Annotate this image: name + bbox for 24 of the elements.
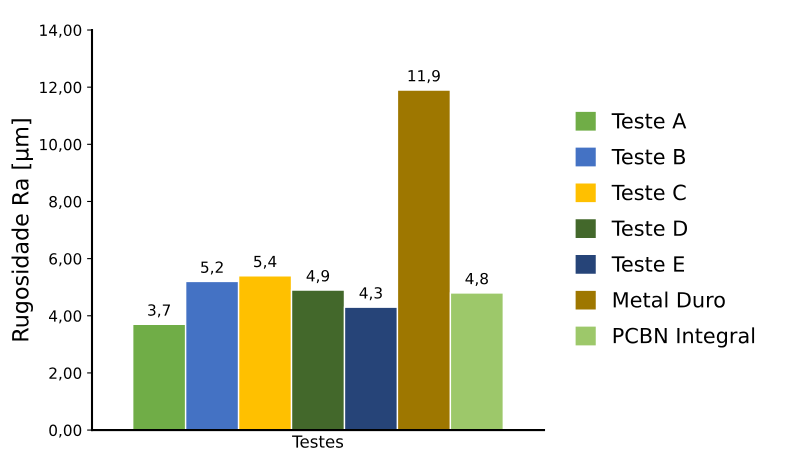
- data-label: 5,4: [254, 256, 276, 269]
- legend-label: Teste C: [612, 184, 686, 200]
- data-label: 4,8: [465, 272, 488, 286]
- x-tick-label: Testes: [292, 435, 344, 448]
- legend-label: Metal Duro: [614, 292, 725, 308]
- data-label: 11,9: [408, 70, 440, 84]
- y-tick-label: 14,00: [40, 24, 82, 38]
- y-tick-label: 10,00: [40, 138, 82, 152]
- legend-label: Teste B: [612, 149, 686, 165]
- y-tick-label: 4,00: [49, 310, 82, 324]
- legend-label: PCBN Integral: [614, 327, 754, 348]
- y-tick-label: 2,00: [49, 367, 82, 380]
- y-tick-label: 8,00: [49, 196, 82, 210]
- data-label: 4,3: [360, 287, 382, 300]
- legend-label: Teste D: [612, 220, 687, 236]
- y-tick-label: 12,00: [40, 82, 82, 95]
- y-tick-label: 6,00: [49, 253, 82, 266]
- data-label: 5,2: [201, 261, 223, 275]
- legend-label: Teste E: [612, 256, 684, 272]
- y-tick-label: 0,00: [49, 424, 82, 438]
- data-label: 3,7: [148, 304, 170, 318]
- data-label: 4,9: [306, 270, 330, 284]
- y-axis-title: Rugosidade Ra [µm]: [11, 119, 33, 341]
- legend-label: Teste A: [612, 113, 686, 129]
